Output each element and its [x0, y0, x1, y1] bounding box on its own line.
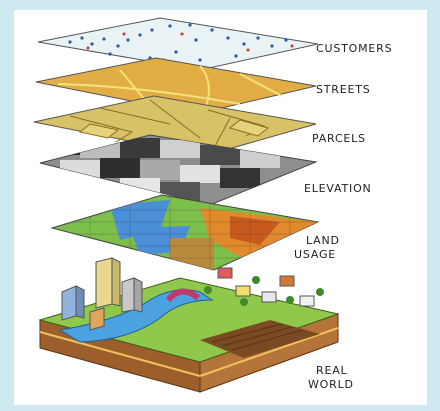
streets-label: STREETS	[316, 83, 371, 96]
customer-dots	[68, 23, 288, 62]
elevation-layer: ELEVATION	[39, 134, 372, 206]
city-buildings	[61, 257, 143, 331]
land-usage-zones	[110, 200, 318, 270]
land-usage-layer: LAND USAGE	[50, 194, 340, 271]
real-world-layer: REAL WORLD	[38, 257, 354, 393]
river	[58, 289, 214, 343]
customers-layer: CUSTOMERS	[37, 17, 392, 71]
elevation-label: ELEVATION	[304, 182, 372, 195]
parcels-label: PARCELS	[312, 132, 366, 145]
real-world-label-line2: WORLD	[308, 378, 354, 391]
real-world-label-line1: REAL	[316, 364, 348, 377]
houses	[217, 267, 315, 307]
parcel-lines	[69, 99, 270, 149]
plowed-field	[200, 320, 320, 358]
bridge	[165, 288, 200, 303]
customers-label: CUSTOMERS	[316, 42, 392, 55]
trees	[204, 276, 324, 306]
field-furrows	[211, 323, 303, 351]
land-usage-label-line2: USAGE	[294, 248, 336, 261]
land-usage-label-line1: LAND	[306, 234, 340, 247]
